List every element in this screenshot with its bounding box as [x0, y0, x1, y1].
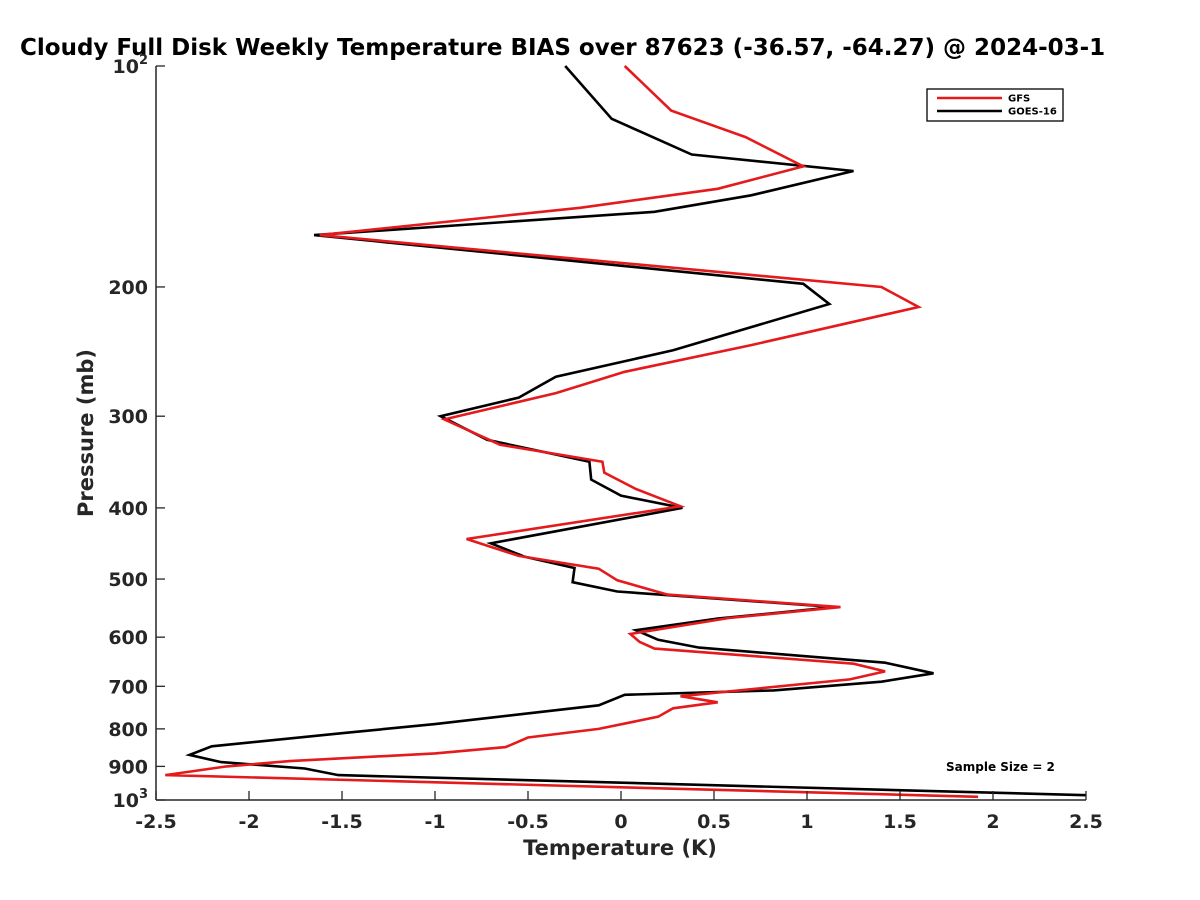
x-tick-label: -2.5 — [135, 811, 177, 833]
y-tick-label: 600 — [108, 627, 148, 649]
series-line-goes16 — [185, 65, 1087, 797]
x-tick-label: 0 — [614, 811, 627, 833]
legend-label-gfs: GFS — [1008, 94, 1030, 105]
y-tick-label: 800 — [108, 719, 148, 741]
legend: GFS GOES-16 — [926, 88, 1064, 122]
legend-label-goes16: GOES-16 — [1008, 107, 1057, 118]
x-tick-label: 2 — [986, 811, 999, 833]
y-tick-label: 300 — [108, 406, 148, 428]
x-tick-label: 0.5 — [697, 811, 731, 833]
y-tick-label: 102 — [113, 53, 149, 78]
x-tick-label: -0.5 — [507, 811, 549, 833]
y-tick-label: 900 — [108, 756, 148, 778]
y-tick-label: 400 — [108, 498, 148, 520]
y-tick-label: 500 — [108, 569, 148, 591]
series-line-gfs — [165, 65, 979, 799]
y-tick-label: 200 — [108, 277, 148, 299]
chart-title: Cloudy Full Disk Weekly Temperature BIAS… — [20, 35, 1105, 61]
x-tick-label: -1 — [424, 811, 445, 833]
ticks: -2.5 -2 -1.5 -1 -0.5 0 0.5 1 1.5 2 2.5 102 200 300 400… — [108, 53, 1103, 833]
plot-area — [165, 65, 1087, 799]
y-tick-label: 700 — [108, 676, 148, 698]
x-tick-label: 1 — [800, 811, 813, 833]
x-tick-label: -1.5 — [321, 811, 363, 833]
x-tick-label: -2 — [238, 811, 259, 833]
legend-box — [926, 88, 1064, 122]
sample-size-annotation: Sample Size = 2 — [946, 760, 1055, 774]
x-tick-label: 1.5 — [883, 811, 917, 833]
y-tick-label: 103 — [113, 787, 149, 812]
y-axis-label: Pressure (mb) — [74, 349, 98, 517]
x-axis-label: Temperature (K) — [523, 836, 717, 860]
x-tick-label: 2.5 — [1069, 811, 1103, 833]
axes — [155, 66, 1086, 801]
